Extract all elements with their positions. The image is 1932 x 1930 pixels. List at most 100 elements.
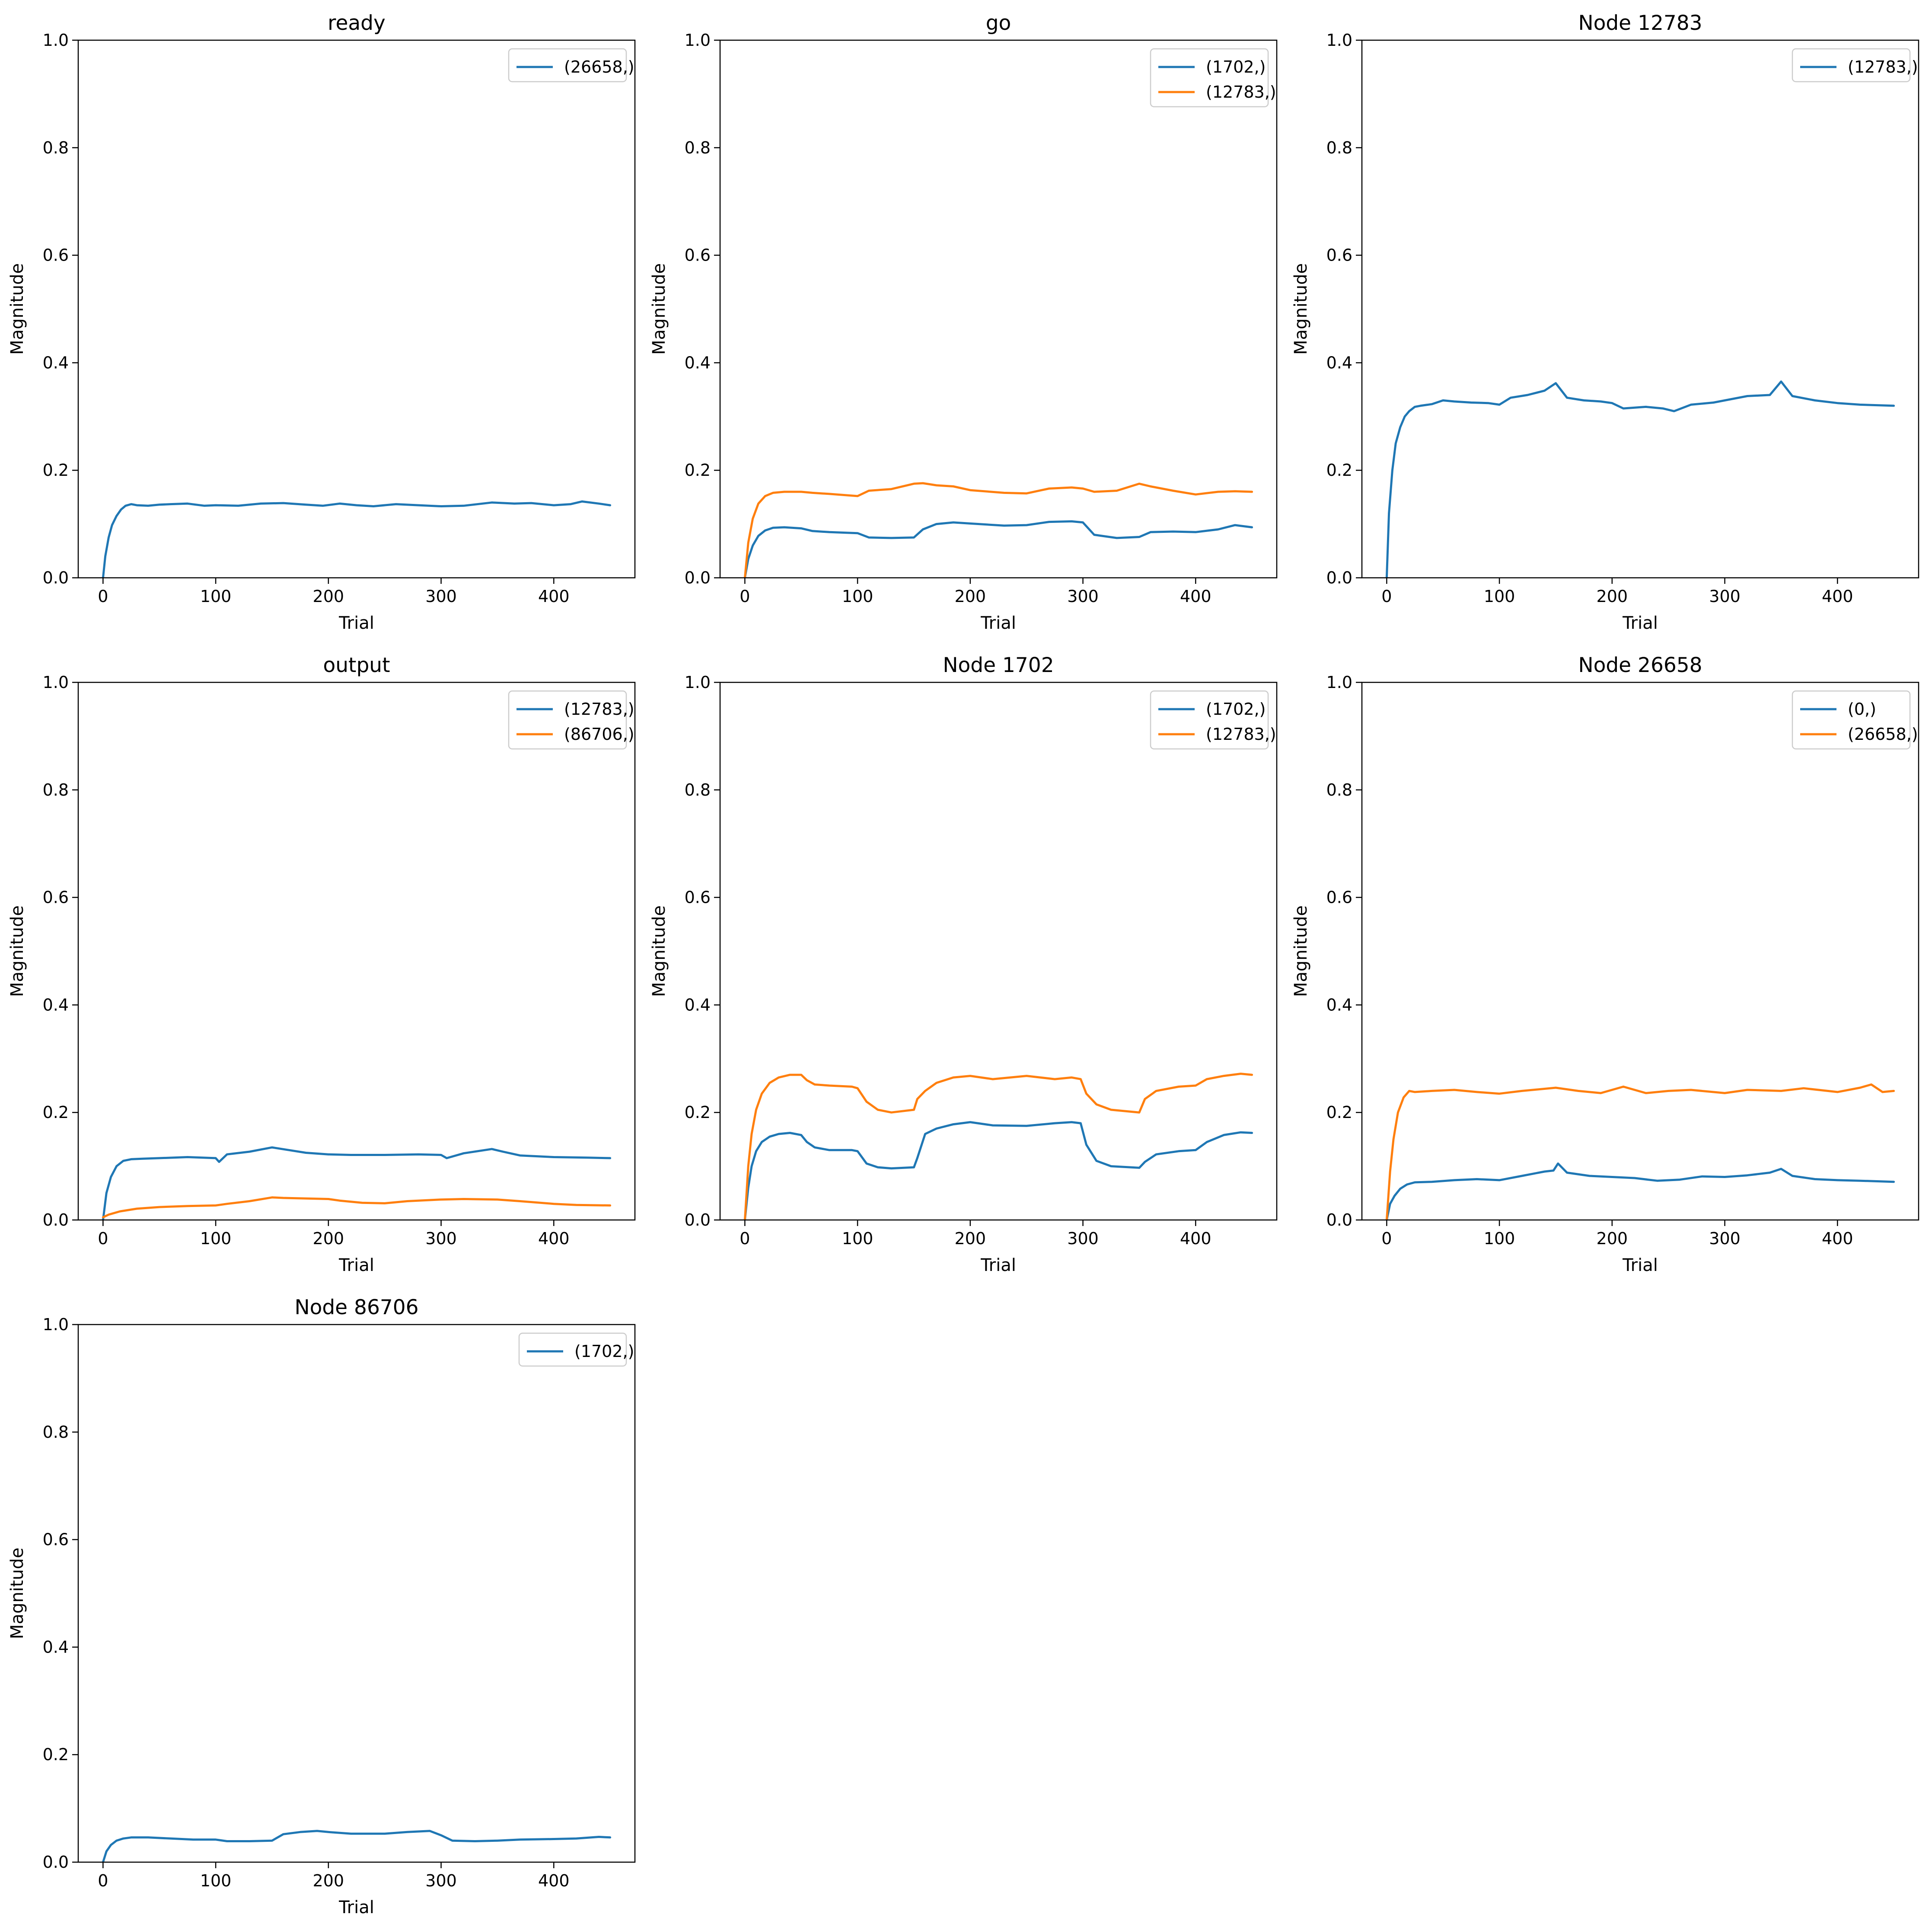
axes-frame: [77, 1324, 636, 1863]
y-tick-label: 0.0: [1326, 1210, 1352, 1229]
x-axis-label: Trial: [338, 613, 374, 633]
y-tick-label: 0.6: [43, 246, 69, 265]
subplot-title: Node 26658: [1578, 653, 1702, 677]
x-tick-label: 0: [740, 587, 750, 606]
x-tick-label: 200: [1597, 587, 1628, 606]
legend-box: [518, 1332, 627, 1367]
y-tick-label: 0.2: [43, 1103, 69, 1122]
series-line-1: [102, 1146, 612, 1220]
subplot-title: go: [986, 11, 1011, 35]
y-tick-label: 1.0: [43, 673, 69, 692]
series-group: [743, 1073, 1253, 1220]
legend: (12783,) (86706,): [508, 690, 634, 750]
x-tick-label: 400: [1180, 587, 1211, 606]
x-tick-label: 0: [98, 587, 108, 606]
legend: (26658,): [508, 48, 634, 83]
y-tick-label: 0.8: [1326, 780, 1352, 799]
y-tick-label: 1.0: [43, 31, 69, 50]
x-axis-label: Trial: [1622, 613, 1658, 633]
y-axis-label: Magnitude: [7, 905, 27, 997]
series-group: [102, 1830, 612, 1862]
y-tick-label: 0.8: [1326, 138, 1352, 157]
y-tick-label: 1.0: [1326, 31, 1352, 50]
legend: (12783,): [1792, 48, 1918, 83]
subplot-4: 0 100 200 300 400 0.0 0.2 0.4 0.6 0.8 1.0 output Tri…: [7, 653, 636, 1275]
y-tick-label: 1.0: [1326, 673, 1352, 692]
y-axis-label: Magnitude: [649, 263, 669, 355]
x-tick-label: 400: [538, 1229, 570, 1248]
y-tick-label: 0.6: [685, 888, 711, 907]
series-line-1: [102, 1830, 612, 1862]
x-tick-label: 400: [1180, 1229, 1211, 1248]
x-tick-label: 300: [1067, 587, 1099, 606]
y-tick-label: 0.6: [43, 1530, 69, 1549]
y-tick-label: 1.0: [685, 31, 711, 50]
y-tick-label: 0.6: [1326, 246, 1352, 265]
y-tick-label: 0.0: [685, 1210, 711, 1229]
legend-box: [508, 48, 627, 83]
legend-label: (12783,): [564, 700, 634, 719]
x-tick-label: 200: [1597, 1229, 1628, 1248]
y-axis-label: Magnitude: [649, 905, 669, 997]
y-tick-label: 0.8: [43, 1423, 69, 1442]
x-tick-label: 0: [1381, 587, 1392, 606]
axes-frame: [77, 682, 636, 1221]
y-tick-label: 0.4: [685, 995, 711, 1014]
series-line-2: [743, 482, 1253, 578]
x-tick-label: 400: [538, 587, 570, 606]
series-line-1: [1385, 380, 1895, 578]
x-tick-label: 0: [1381, 1229, 1392, 1248]
y-tick-label: 0.0: [1326, 568, 1352, 587]
y-tick-label: 0.0: [43, 1210, 69, 1229]
x-tick-label: 200: [955, 1229, 986, 1248]
y-tick-label: 0.6: [43, 888, 69, 907]
axes-frame: [719, 682, 1278, 1221]
x-axis-label: Trial: [338, 1898, 374, 1917]
series-group: [743, 482, 1253, 578]
x-tick-label: 100: [200, 1871, 232, 1890]
series-line-2: [102, 1196, 612, 1219]
series-line-1: [743, 520, 1253, 578]
x-tick-label: 100: [200, 587, 232, 606]
y-axis-label: Magnitude: [7, 263, 27, 355]
series-group: [102, 500, 612, 578]
legend-label: (1702,): [1206, 57, 1266, 76]
subplot-1: 0 100 200 300 400 0.0 0.2 0.4 0.6 0.8 1.0 ready Tria…: [7, 11, 636, 633]
legend: (1702,) (12783,): [1150, 690, 1276, 750]
y-tick-label: 0.8: [43, 780, 69, 799]
legend-box: [1792, 48, 1911, 83]
y-tick-label: 0.2: [43, 1745, 69, 1764]
subplot-5: 0 100 200 300 400 0.0 0.2 0.4 0.6 0.8 1.0 Node 1702…: [649, 653, 1278, 1275]
x-tick-label: 100: [200, 1229, 232, 1248]
legend-label: (26658,): [1848, 725, 1918, 744]
series-line-2: [1385, 1083, 1895, 1220]
y-tick-label: 0.4: [43, 1637, 69, 1656]
legend: (0,) (26658,): [1792, 690, 1918, 750]
y-axis-label: Magnitude: [1291, 263, 1311, 355]
y-tick-label: 0.4: [1326, 353, 1352, 372]
x-axis-label: Trial: [1622, 1255, 1658, 1275]
y-tick-label: 0.2: [1326, 461, 1352, 480]
x-tick-label: 100: [1484, 1229, 1515, 1248]
subplot-3: 0 100 200 300 400 0.0 0.2 0.4 0.6 0.8 1.0 Node 1278…: [1291, 11, 1919, 633]
subplot-title: Node 86706: [294, 1296, 418, 1319]
subplot-7: 0 100 200 300 400 0.0 0.2 0.4 0.6 0.8 1.0 Node 8670…: [7, 1296, 636, 1917]
subplot-title: Node 12783: [1578, 11, 1702, 35]
x-tick-label: 200: [313, 1871, 344, 1890]
y-tick-label: 0.6: [685, 246, 711, 265]
series-group: [1385, 1083, 1895, 1220]
subplot-6: 0 100 200 300 400 0.0 0.2 0.4 0.6 0.8 1.0 Node 2665…: [1291, 653, 1919, 1275]
legend: (1702,) (12783,): [1150, 48, 1276, 108]
y-tick-label: 0.2: [685, 461, 711, 480]
x-tick-label: 200: [313, 1229, 344, 1248]
y-axis-label: Magnitude: [7, 1548, 27, 1639]
x-tick-label: 400: [1822, 1229, 1853, 1248]
y-tick-label: 0.2: [1326, 1103, 1352, 1122]
x-tick-label: 300: [425, 1871, 457, 1890]
x-tick-label: 300: [1067, 1229, 1099, 1248]
x-tick-label: 0: [98, 1871, 108, 1890]
y-tick-label: 1.0: [43, 1315, 69, 1334]
y-tick-label: 0.0: [43, 1853, 69, 1872]
x-tick-label: 0: [98, 1229, 108, 1248]
